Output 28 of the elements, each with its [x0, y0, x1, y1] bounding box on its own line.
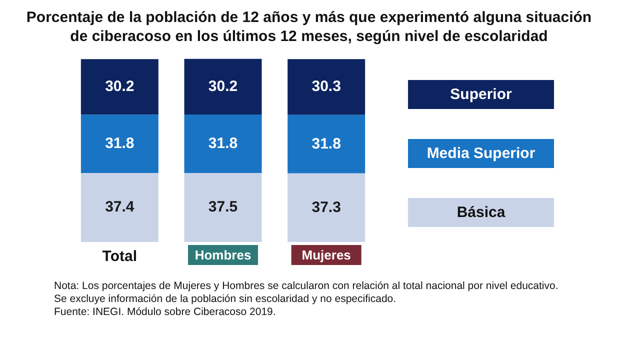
data-label: 31.8 [312, 135, 341, 152]
source-note: Fuente: INEGI. Módulo sobre Ciberacoso 2019. [54, 306, 277, 319]
bar [288, 114, 366, 174]
bar [184, 173, 262, 242]
bar [80, 173, 158, 242]
bar [288, 173, 366, 242]
text: Básica [408, 198, 554, 227]
text: Media Superior [408, 139, 554, 168]
data-label: 30.2 [208, 78, 238, 95]
bar [184, 58, 262, 114]
bar [184, 114, 262, 173]
chart-title: Porcentaje de la población de 12 años y más que experimentó alguna situación de ciberacoso en los últimos 12 meses, según nivel de escolaridad [25, 8, 593, 46]
x-tick-label: Hombres [194, 247, 252, 262]
bar [80, 114, 158, 174]
text: Se excluye información de la población sin escolaridad y no especificado. [54, 293, 398, 306]
data-label: 37.3 [312, 198, 341, 216]
data-label: 31.8 [105, 135, 134, 152]
data-label: 30.3 [312, 78, 341, 96]
data-label: 30.2 [105, 78, 134, 96]
bar [288, 59, 366, 115]
x-tick-label: Total [102, 248, 138, 266]
data-label: 37.4 [105, 198, 135, 216]
data-label: 31.8 [208, 134, 238, 152]
x-tick-label: Mujeres [302, 247, 351, 262]
bar [80, 59, 158, 115]
text: Nota: Los porcentajes de Mujeres y Hombres se calcularon con relación al total nacional por nivel educativo. [54, 280, 560, 293]
text: Superior [408, 80, 554, 109]
data-label: 37.5 [208, 198, 238, 216]
